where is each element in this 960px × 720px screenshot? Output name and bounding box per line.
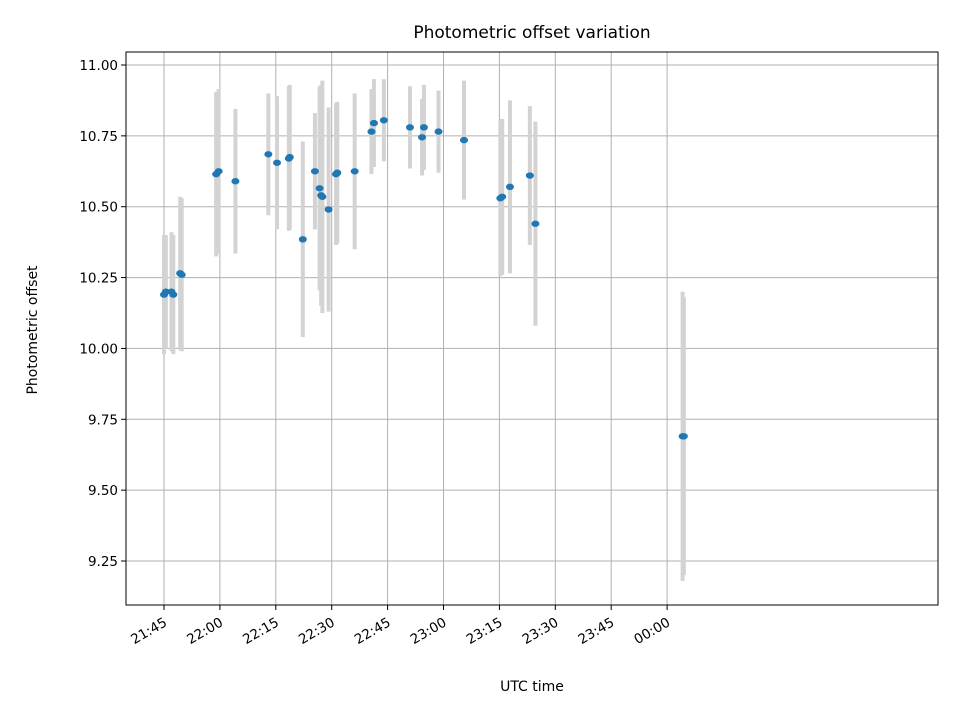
data-point xyxy=(315,185,324,192)
data-point xyxy=(498,193,507,200)
y-tick-label: 10.50 xyxy=(79,200,118,216)
y-tick-label: 11.00 xyxy=(79,58,118,74)
data-point xyxy=(161,288,170,295)
data-point xyxy=(169,291,178,298)
data-point xyxy=(264,151,273,158)
data-point xyxy=(318,193,327,200)
data-point xyxy=(525,172,534,179)
data-point xyxy=(531,220,540,227)
data-points xyxy=(160,117,688,440)
data-point xyxy=(214,168,223,175)
data-point xyxy=(379,117,388,124)
y-tick-label: 9.25 xyxy=(88,554,118,570)
data-point xyxy=(333,169,342,176)
data-point xyxy=(459,136,468,144)
data-point xyxy=(273,159,282,166)
data-point xyxy=(231,178,240,185)
data-point xyxy=(350,168,359,175)
data-point xyxy=(285,153,294,161)
chart-title: Photometric offset variation xyxy=(413,23,650,43)
data-point xyxy=(418,134,427,141)
x-axis-label: UTC time xyxy=(500,679,564,695)
data-point xyxy=(177,271,186,278)
y-axis-label: Photometric offset xyxy=(25,265,41,395)
data-point xyxy=(405,124,414,131)
data-point xyxy=(434,128,443,135)
y-tick-label: 10.25 xyxy=(79,271,118,287)
y-axis: 9.25 9.50 9.75 10.00 10.25 10.50 10.75 11.00 xyxy=(79,58,126,570)
data-point xyxy=(505,183,514,191)
data-point xyxy=(324,206,333,213)
y-tick-label: 9.50 xyxy=(88,483,118,499)
data-point xyxy=(298,236,307,243)
y-tick-label: 9.75 xyxy=(88,412,118,428)
plot-frame xyxy=(125,51,939,606)
y-tick-label: 10.00 xyxy=(79,341,118,357)
data-point xyxy=(367,128,376,135)
data-point xyxy=(310,168,319,175)
data-point xyxy=(419,124,428,131)
data-point xyxy=(679,433,688,440)
data-point xyxy=(369,119,378,127)
y-tick-label: 10.75 xyxy=(79,129,118,145)
